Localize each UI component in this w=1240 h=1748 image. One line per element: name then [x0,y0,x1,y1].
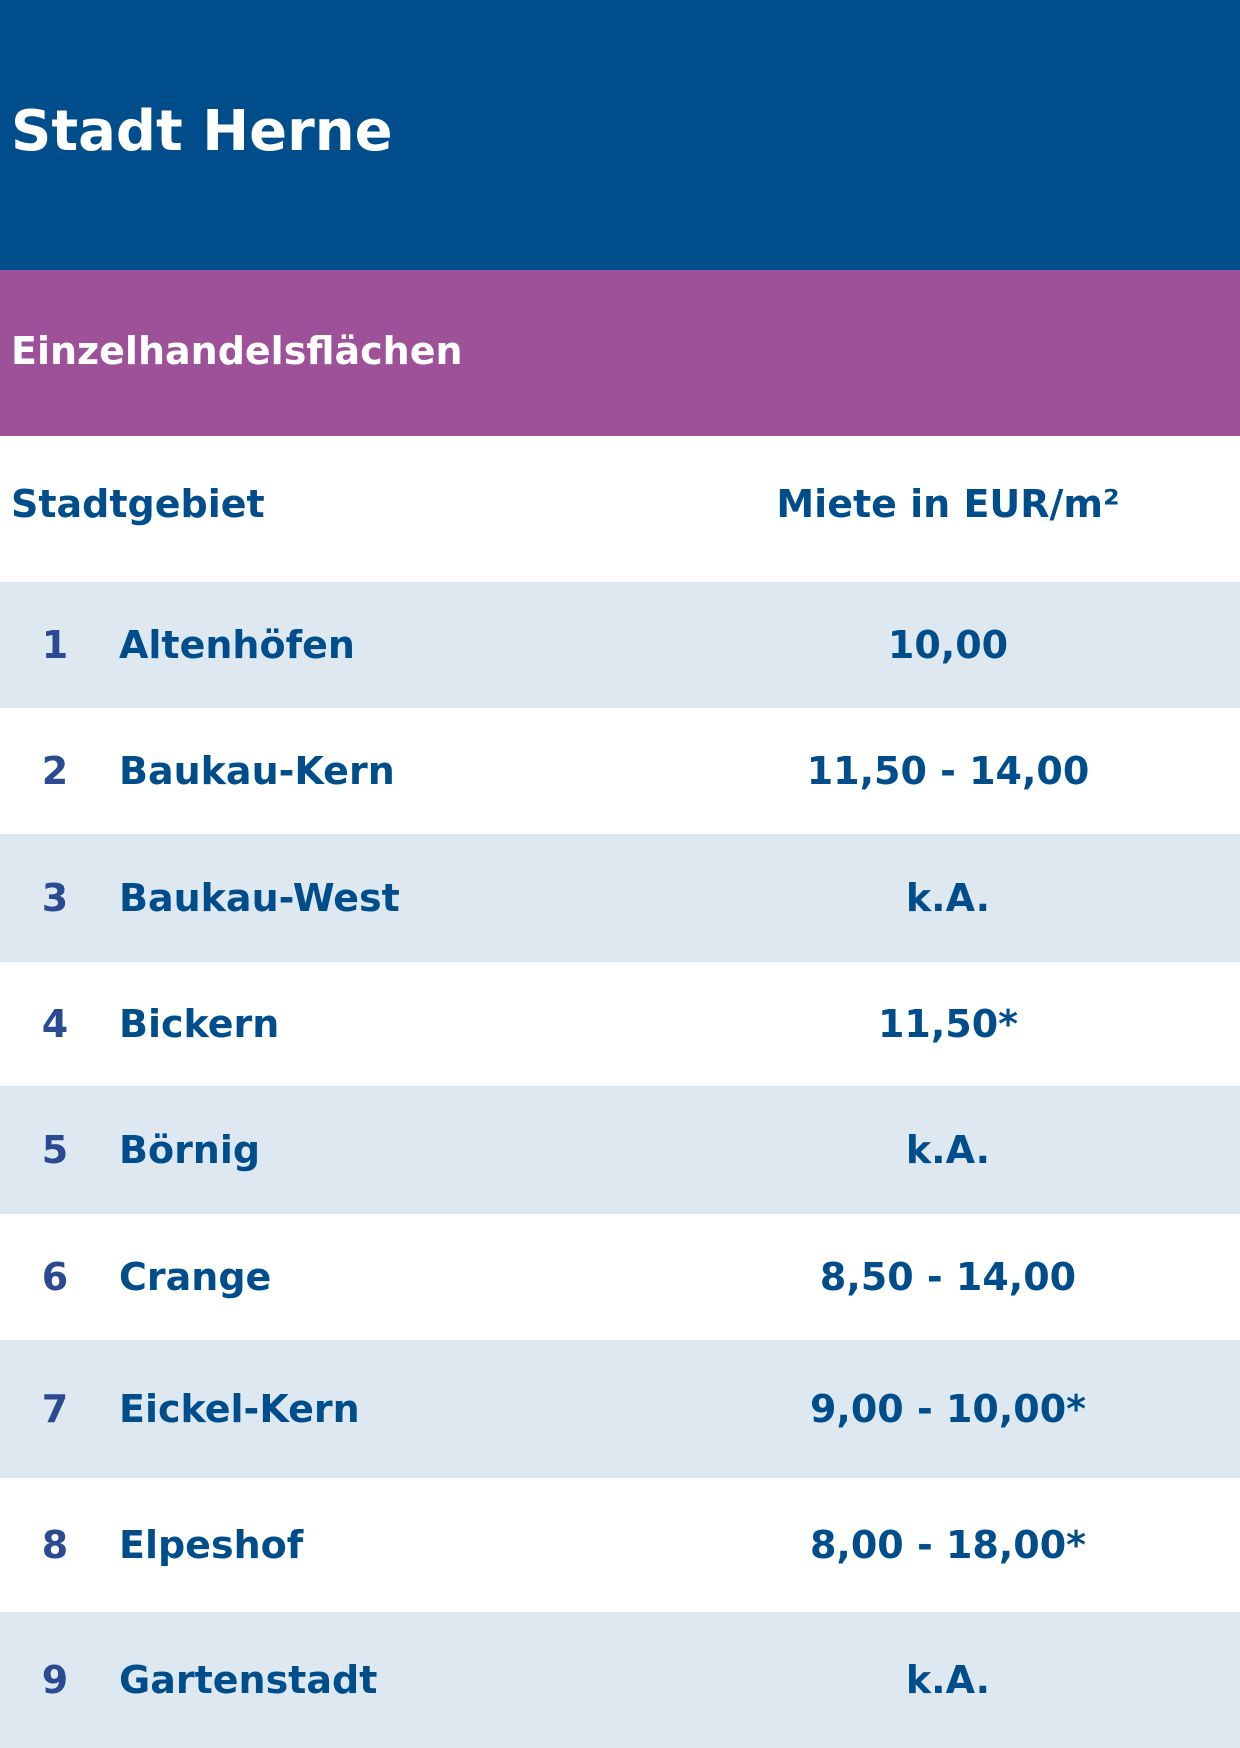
row-number: 4 [41,1002,69,1046]
row-number: 7 [41,1387,69,1431]
district-name: Eickel-Kern [119,1387,360,1431]
section-band [0,270,1240,436]
table-header: Stadtgebiet Miete in EUR/m² [0,436,1240,582]
district-name: Gartenstadt [119,1658,378,1702]
rent-value: 11,50 - 14,00 [806,749,1090,793]
row-number: 5 [41,1128,69,1172]
district-name: Baukau-Kern [119,749,395,793]
rent-value: 11,50* [877,1002,1019,1046]
page-title: Stadt Herne [11,99,393,164]
section-title: Einzelhandelsflächen [11,329,463,373]
district-name: Bickern [119,1002,280,1046]
table-row: 3 Baukau-West k.A. [0,834,1240,962]
rent-value: k.A. [905,1128,991,1172]
district-name: Altenhöfen [119,623,355,667]
table-row: 1 Altenhöfen 10,00 [0,582,1240,708]
district-name: Börnig [119,1128,261,1172]
table-row: 2 Baukau-Kern 11,50 - 14,00 [0,708,1240,834]
district-name: Baukau-West [119,876,400,920]
rent-value: 8,00 - 18,00* [809,1523,1087,1567]
column-header-rent: Miete in EUR/m² [776,482,1120,526]
column-header-district: Stadtgebiet [11,482,265,526]
rent-value: 8,50 - 14,00 [819,1255,1077,1299]
table-row: 7 Eickel-Kern 9,00 - 10,00* [0,1340,1240,1478]
row-number: 6 [41,1255,69,1299]
table-row: 6 Crange 8,50 - 14,00 [0,1214,1240,1340]
row-number: 2 [41,749,69,793]
row-number: 9 [41,1658,69,1702]
row-number: 8 [41,1523,69,1567]
table-row: 5 Börnig k.A. [0,1086,1240,1214]
table-row: 4 Bickern 11,50* [0,962,1240,1086]
rent-value: 10,00 [887,623,1009,667]
rent-value: k.A. [905,1658,991,1702]
row-number: 3 [41,876,69,920]
table-row: 8 Elpeshof 8,00 - 18,00* [0,1478,1240,1612]
row-number: 1 [41,623,69,667]
table-row: 9 Gartenstadt k.A. [0,1612,1240,1748]
district-name: Crange [119,1255,272,1299]
district-name: Elpeshof [119,1523,304,1567]
rent-value: k.A. [905,876,991,920]
title-band [0,0,1240,270]
rent-value: 9,00 - 10,00* [809,1387,1087,1431]
